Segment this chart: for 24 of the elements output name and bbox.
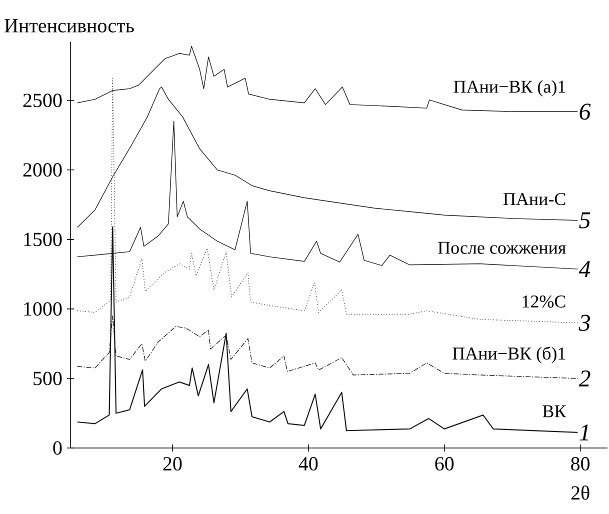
y-axis-title: Интенсивность — [4, 19, 134, 32]
annotation: 6 — [580, 104, 591, 120]
annotation: 5 — [579, 212, 590, 228]
annotation: 1 — [580, 424, 588, 440]
annotation: 2 — [578, 370, 590, 386]
y-tick-label: 0 — [53, 441, 62, 455]
y-tick-label: 1000 — [24, 302, 62, 316]
y-tick-label: 1500 — [24, 232, 62, 246]
y-tick-label: 2000 — [23, 163, 62, 177]
series-label: ПАни-С — [503, 193, 566, 206]
x-tick-label: 40 — [298, 457, 318, 471]
series-label: 12%С — [522, 295, 566, 308]
annotation: 3 — [578, 314, 590, 331]
x-tick-label: 20 — [163, 457, 182, 471]
annotation: 4 — [578, 261, 590, 277]
series-label: ПАни−ВК (б)1 — [452, 346, 566, 364]
x-tick-label: 60 — [435, 457, 454, 471]
series-label: После сожжения — [438, 242, 566, 254]
x-tick-label: 80 — [571, 457, 590, 471]
x-axis-title: 2θ — [571, 486, 590, 500]
series-label: ВК — [542, 405, 566, 418]
y-tick-label: 500 — [34, 372, 62, 386]
y-tick-label: 2500 — [23, 94, 62, 108]
series-label: ПАни−ВК (а)1 — [454, 80, 566, 96]
